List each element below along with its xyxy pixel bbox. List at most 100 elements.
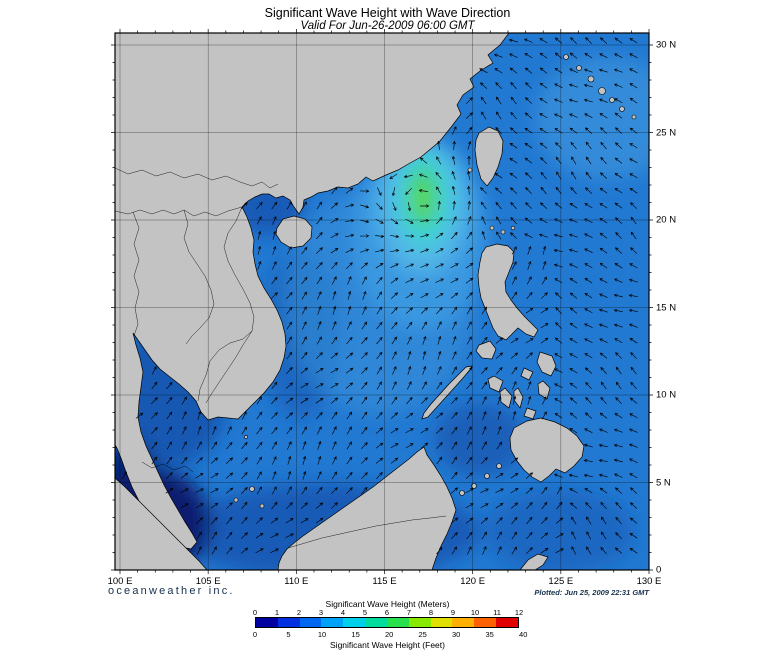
landmass [536,351,557,377]
graticule [115,33,649,570]
country-border [287,515,447,549]
island [631,114,637,120]
colorbar-segment [496,618,518,627]
legend-title-feet: Significant Wave Height (Feet) [330,640,445,650]
colorbar-segment [474,618,497,627]
colorbar-segment [256,618,278,627]
colorbar-segment [321,618,344,627]
country-border [197,206,255,402]
island [563,54,569,60]
legend-title-meters: Significant Wave Height (Meters) [325,599,450,609]
latitude-tick-label: 25 N [656,127,677,138]
landmass [277,446,457,570]
meter-tick-label: 12 [514,608,524,617]
island [510,225,516,231]
meter-tick-label: 0 [252,608,258,617]
landmass [513,387,524,409]
latitude-tick-label: 5 N [656,477,671,488]
landmass [275,215,313,249]
latitude-tick-label: 15 N [656,302,677,313]
landmass [519,553,549,570]
island [609,97,615,103]
meter-tick-label: 7 [406,608,412,617]
longitude-tick-label: 110 E [284,576,309,587]
colorbar-segment [408,618,431,627]
country-border [141,461,194,473]
latitude-tick-label: 20 N [656,214,677,226]
map-frame [114,32,650,571]
colorbar-segment [299,618,322,627]
feet-tick-label: 35 [485,630,494,639]
feet-tick-label: 10 [317,630,327,639]
landmass [499,387,513,409]
longitude-tick-label: 115 E [372,576,397,587]
landmass [487,375,504,393]
island [587,75,595,83]
plot-timestamp: Plotted: Jun 25, 2009 22:31 GMT [534,588,649,597]
feet-tick-label: 30 [451,630,461,639]
latitude-tick-label: 0 [656,564,662,576]
island [496,463,502,469]
feet-tick-label: 25 [418,630,427,639]
legend-colorbar [255,617,519,628]
landmass [477,243,539,341]
landmass [509,417,585,483]
feet-tick-label: 40 [519,630,528,639]
island [500,229,506,235]
longitude-tick-label: 120 E [460,576,486,587]
colorbar-segment [365,618,387,627]
wave-direction-arrows [121,37,638,555]
meter-tick-label: 2 [296,608,302,617]
chart-title: Significant Wave Height with Wave Direct… [264,6,511,20]
country-border [205,330,253,404]
colorbar-segment [452,618,475,627]
oceanweather-logo: oceanweather inc. [108,585,235,597]
feet-tick-label: 0 [252,630,258,639]
feet-tick-label: 5 [286,630,291,639]
colorbar-segment [430,618,453,627]
landmass [115,33,510,550]
legend-feet-ticks: 0 5 10 15 20 25 30 35 40 [0,630,775,639]
landmass [523,407,537,420]
landmass [115,477,208,570]
latitude-tick-label: 10 N [656,389,677,401]
island [489,225,495,231]
landmasses [115,33,637,570]
country-border [115,167,279,189]
colorbar-segment [277,618,300,627]
longitude-tick-label: 105 E [195,576,221,587]
landmass [537,380,551,400]
island [471,483,477,489]
axis-ticks [111,29,653,574]
meter-tick-label: 3 [318,608,324,617]
meter-tick-label: 5 [362,608,368,617]
island [576,65,582,71]
longitude-tick-label: 130 E [636,576,662,587]
longitude-tick-label: 100 E [107,576,133,587]
island [484,473,490,479]
island [598,87,606,95]
island [467,167,473,173]
chart-valid-time: Valid For Jun-26-2009 06:00 GMT [300,20,475,32]
island [619,106,625,112]
latitude-tick-label: 30 N [656,39,677,51]
feet-tick-label: 20 [384,630,394,639]
legend-meter-ticks: 0 1 2 3 4 5 6 7 8 9 10 11 12 [0,608,775,617]
meter-tick-label: 9 [450,608,456,617]
island [233,497,239,503]
meter-tick-label: 4 [340,608,346,617]
island [244,435,248,439]
longitude-tick-label: 125 E [548,576,574,587]
meter-tick-label: 11 [493,608,501,617]
colorbar-segment [386,618,409,627]
country-border [132,211,140,337]
colorbar-segment [343,618,366,627]
landmass [475,340,497,360]
meter-tick-label: 8 [428,608,434,617]
island [259,503,265,509]
meter-tick-label: 1 [274,608,280,617]
feet-tick-label: 15 [351,630,360,639]
island [459,490,465,496]
